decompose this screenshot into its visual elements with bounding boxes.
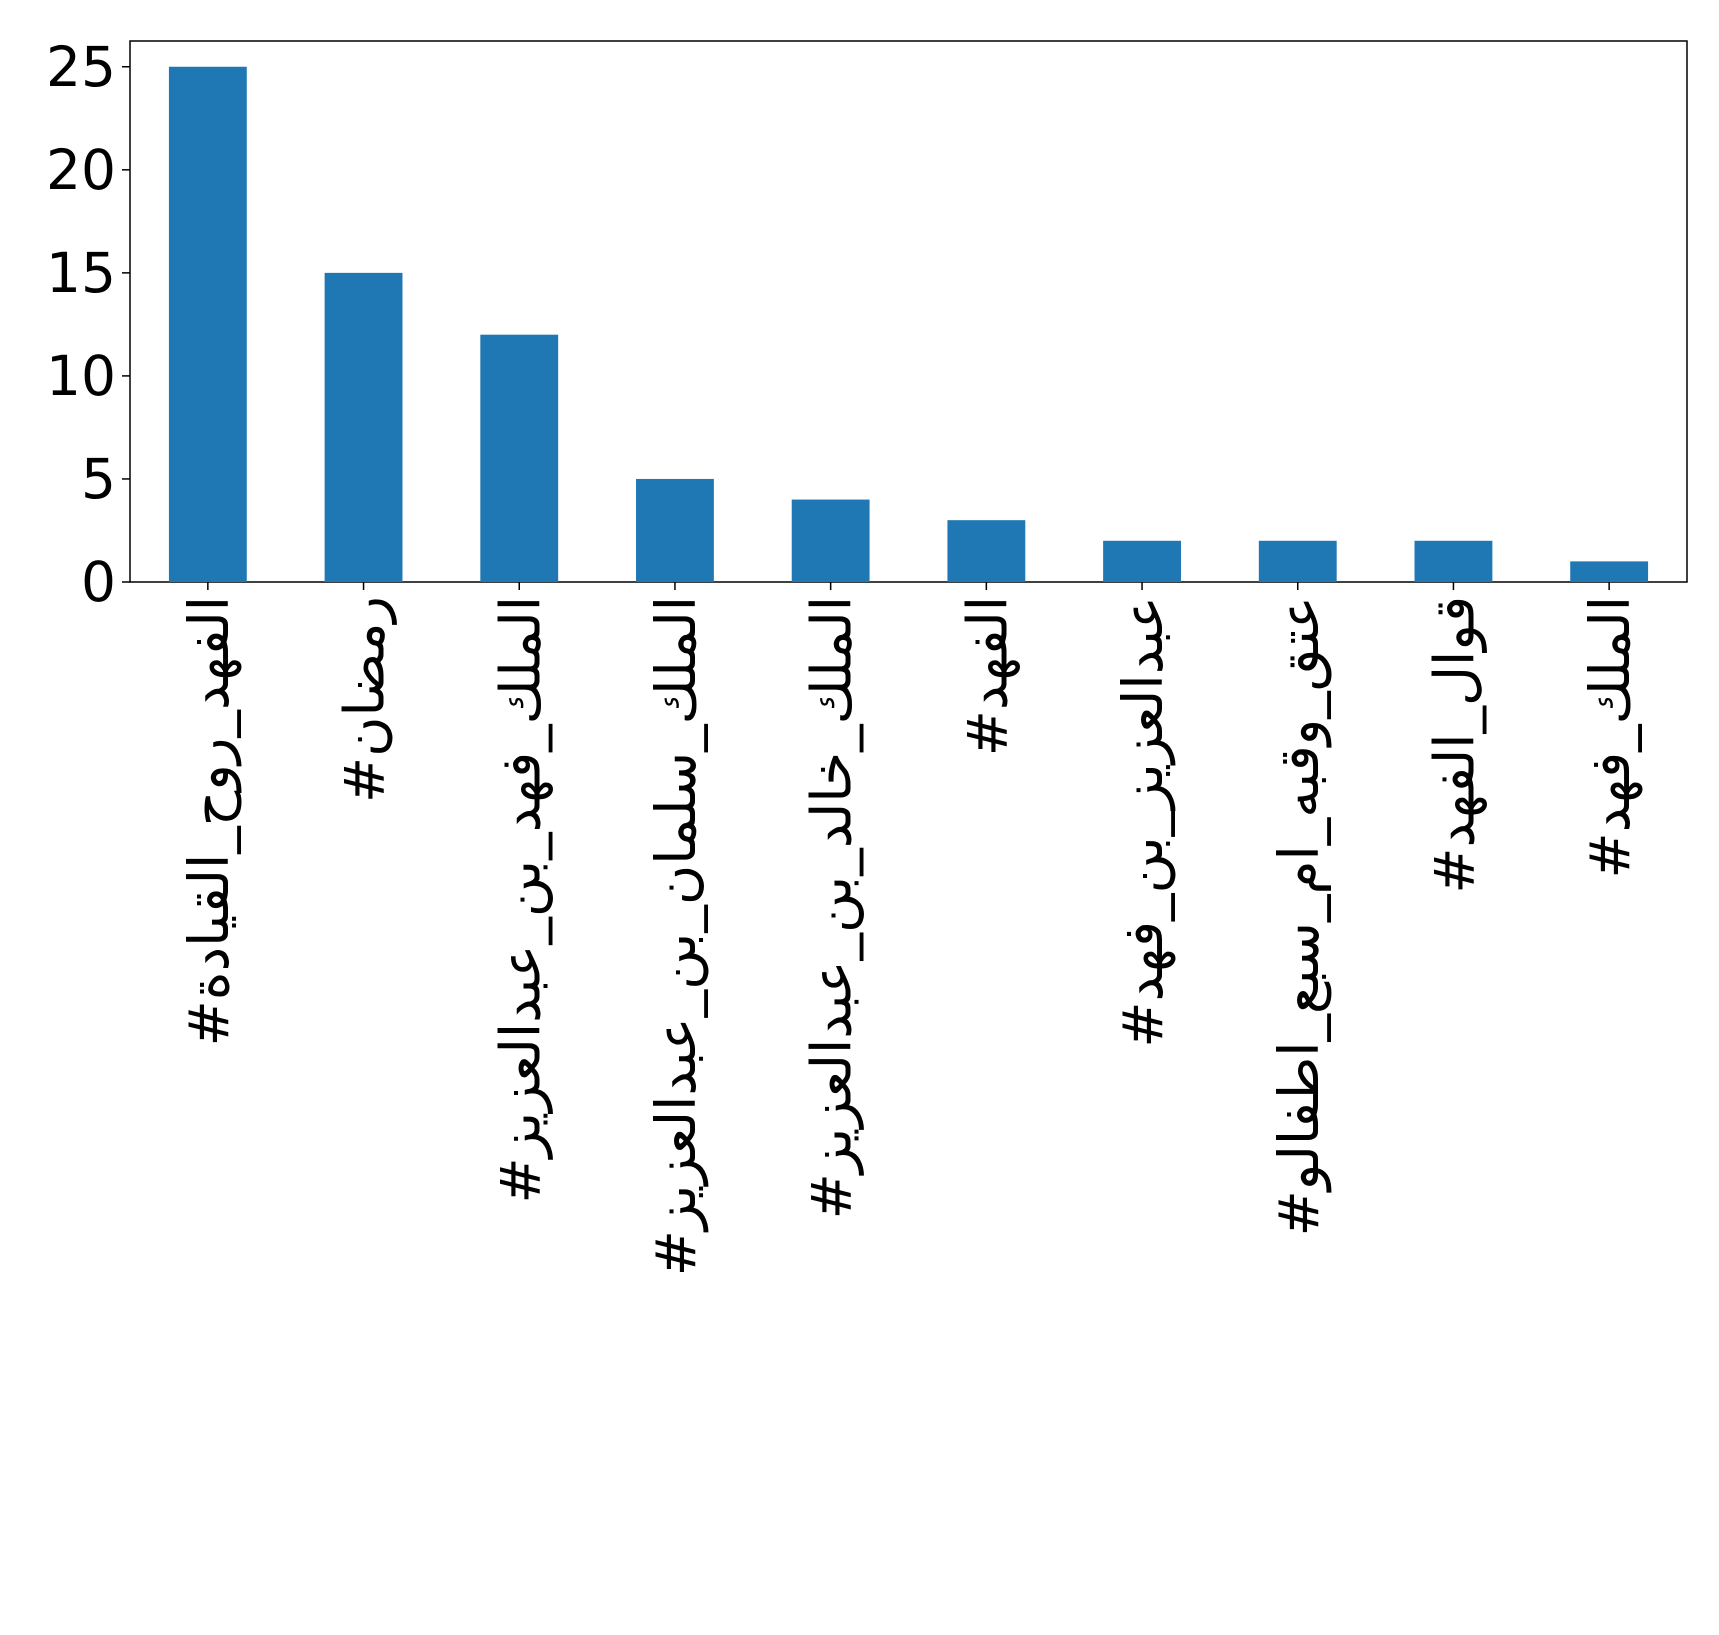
y-tick-label: 5 bbox=[81, 447, 116, 511]
x-tick-label: #الملك_فهد_بن_عبدالعزيز bbox=[488, 596, 553, 1204]
bar bbox=[791, 499, 870, 582]
x-tick-label: #رمضان bbox=[333, 596, 397, 803]
x-tick-label: #الملك_فهد bbox=[1578, 596, 1643, 879]
bar bbox=[947, 520, 1026, 582]
y-tick-label: 0 bbox=[81, 550, 116, 614]
bar bbox=[168, 66, 247, 582]
bar bbox=[1103, 540, 1181, 582]
bar bbox=[1258, 540, 1337, 582]
bar bbox=[636, 478, 714, 582]
x-tick-label: #الفهد bbox=[955, 596, 1020, 756]
y-tick-label: 25 bbox=[46, 35, 116, 99]
x-tick-label: #الفهد_روح_القيادة bbox=[177, 596, 242, 1046]
x-tick-label: #قوال_الفهد bbox=[1422, 596, 1487, 894]
plot-frame bbox=[129, 40, 1688, 583]
x-tick-label: #عبدالعزيز_بن_فهد bbox=[1111, 596, 1176, 1048]
y-tick-label: 10 bbox=[46, 344, 116, 408]
x-tick-label: #عتق_وقبه_ام_سبع_اطفالو bbox=[1267, 596, 1332, 1236]
bar bbox=[480, 334, 559, 582]
bar bbox=[1570, 561, 1649, 582]
x-tick-label: #الملك_خالد_بن_عبدالعزيز bbox=[800, 596, 864, 1219]
y-tick-label: 15 bbox=[46, 241, 116, 305]
y-tick-label: 20 bbox=[46, 138, 116, 202]
x-tick-label: #الملك_سلمان_بن_عبدالعزيز bbox=[644, 596, 708, 1276]
bar bbox=[324, 272, 403, 582]
bar bbox=[1414, 540, 1493, 582]
